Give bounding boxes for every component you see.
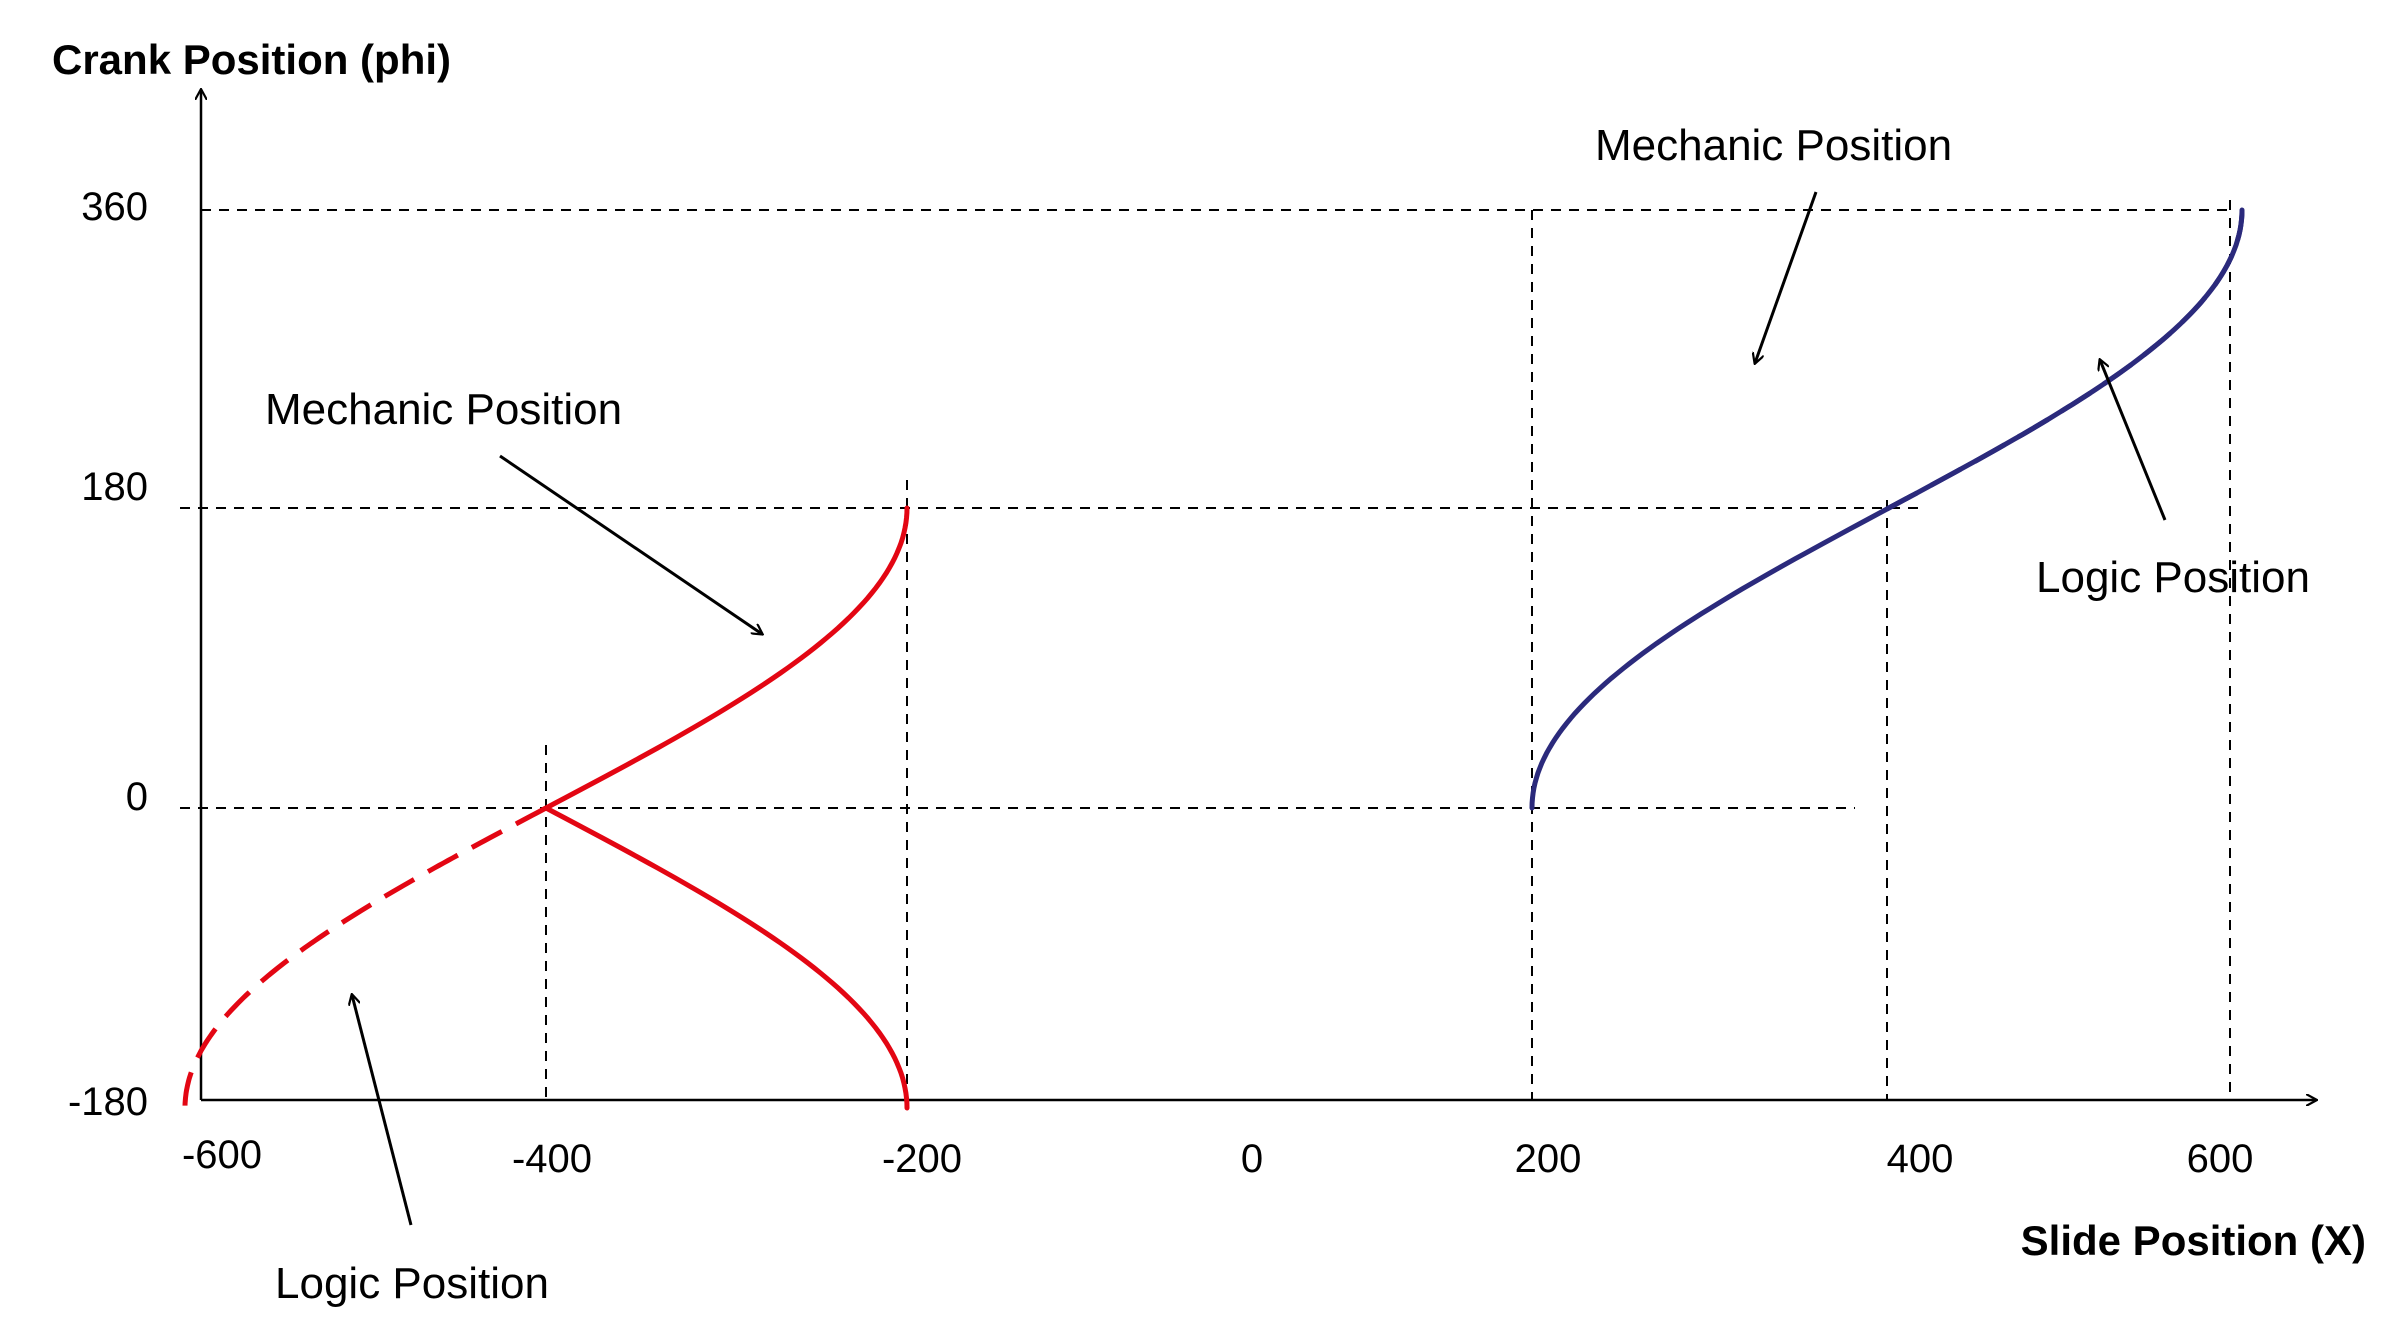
- x-tick-label: -200: [882, 1137, 962, 1181]
- y-tick-label: -180: [68, 1080, 148, 1124]
- red-mechanic-label: Mechanic Position: [265, 385, 622, 434]
- reference-lines: [180, 200, 2231, 1100]
- x-tick-label: -600: [182, 1133, 262, 1177]
- y-tick-label: 360: [81, 185, 148, 229]
- x-axis-title: Slide Position (X): [2021, 1217, 2366, 1264]
- x-tick-label: 400: [1887, 1137, 1954, 1181]
- y-axis-title: Crank Position (phi): [52, 36, 451, 83]
- x-tick-label: -400: [512, 1137, 592, 1181]
- red-mechanic-arrow: [499, 454, 762, 634]
- y-tick-label: 0: [126, 775, 148, 819]
- blue-mechanic-label: Mechanic Position: [1595, 121, 1952, 170]
- blue-mechanic-arrow: [1755, 191, 1818, 363]
- blue-logic-curve: [1885, 210, 2245, 512]
- blue-logic-label: Logic Position: [2036, 553, 2310, 602]
- x-tick-label: 0: [1241, 1137, 1263, 1181]
- x-tick-label: 600: [2187, 1137, 2254, 1181]
- red-logic-curve: [182, 805, 548, 1108]
- red-logic-label: Logic Position: [275, 1259, 549, 1308]
- blue-logic-arrow: [2100, 360, 2167, 521]
- red-logic-arrow: [352, 995, 413, 1226]
- y-tick-label: 180: [81, 465, 148, 509]
- x-tick-label: 200: [1515, 1137, 1582, 1181]
